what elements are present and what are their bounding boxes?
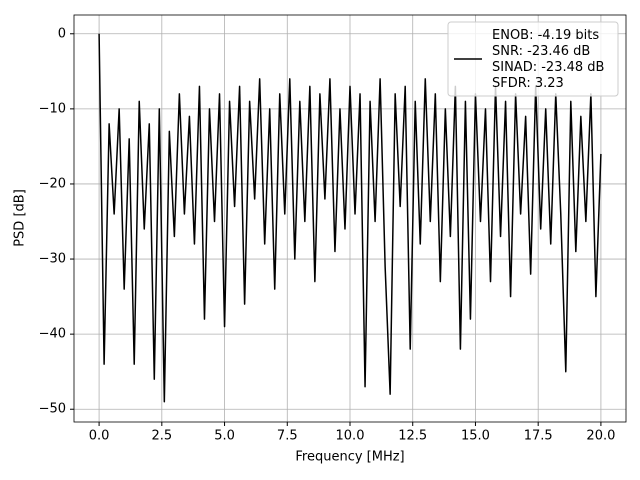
x-tick-label: 17.5 [524,429,553,444]
y-tick-label: −10 [39,101,66,116]
x-tick-label: 20.0 [586,429,615,444]
legend-box [447,21,619,97]
plot-frame [73,14,627,423]
y-tick-label: −50 [39,402,66,417]
y-tick-label: 0 [58,26,66,41]
x-tick-label: 0.0 [89,429,110,444]
y-tick-label: −40 [39,327,66,342]
data-line [98,33,602,403]
x-tick-label: 2.5 [151,429,172,444]
x-tick-label: 5.0 [214,429,235,444]
y-tick-label: −30 [39,252,66,267]
x-tick-label: 7.5 [277,429,298,444]
x-tick-label: 12.5 [398,429,427,444]
x-tick-label: 10.0 [336,429,365,444]
y-tick-label: −20 [39,176,66,191]
y-axis-label: PSD [dB] [13,189,28,247]
legend-label: ENOB: -4.19 bits SNR: -23.46 dB SINAD: -23… [492,28,604,91]
x-axis-label: Frequency [MHz] [295,450,404,465]
x-tick-label: 15.0 [461,429,490,444]
